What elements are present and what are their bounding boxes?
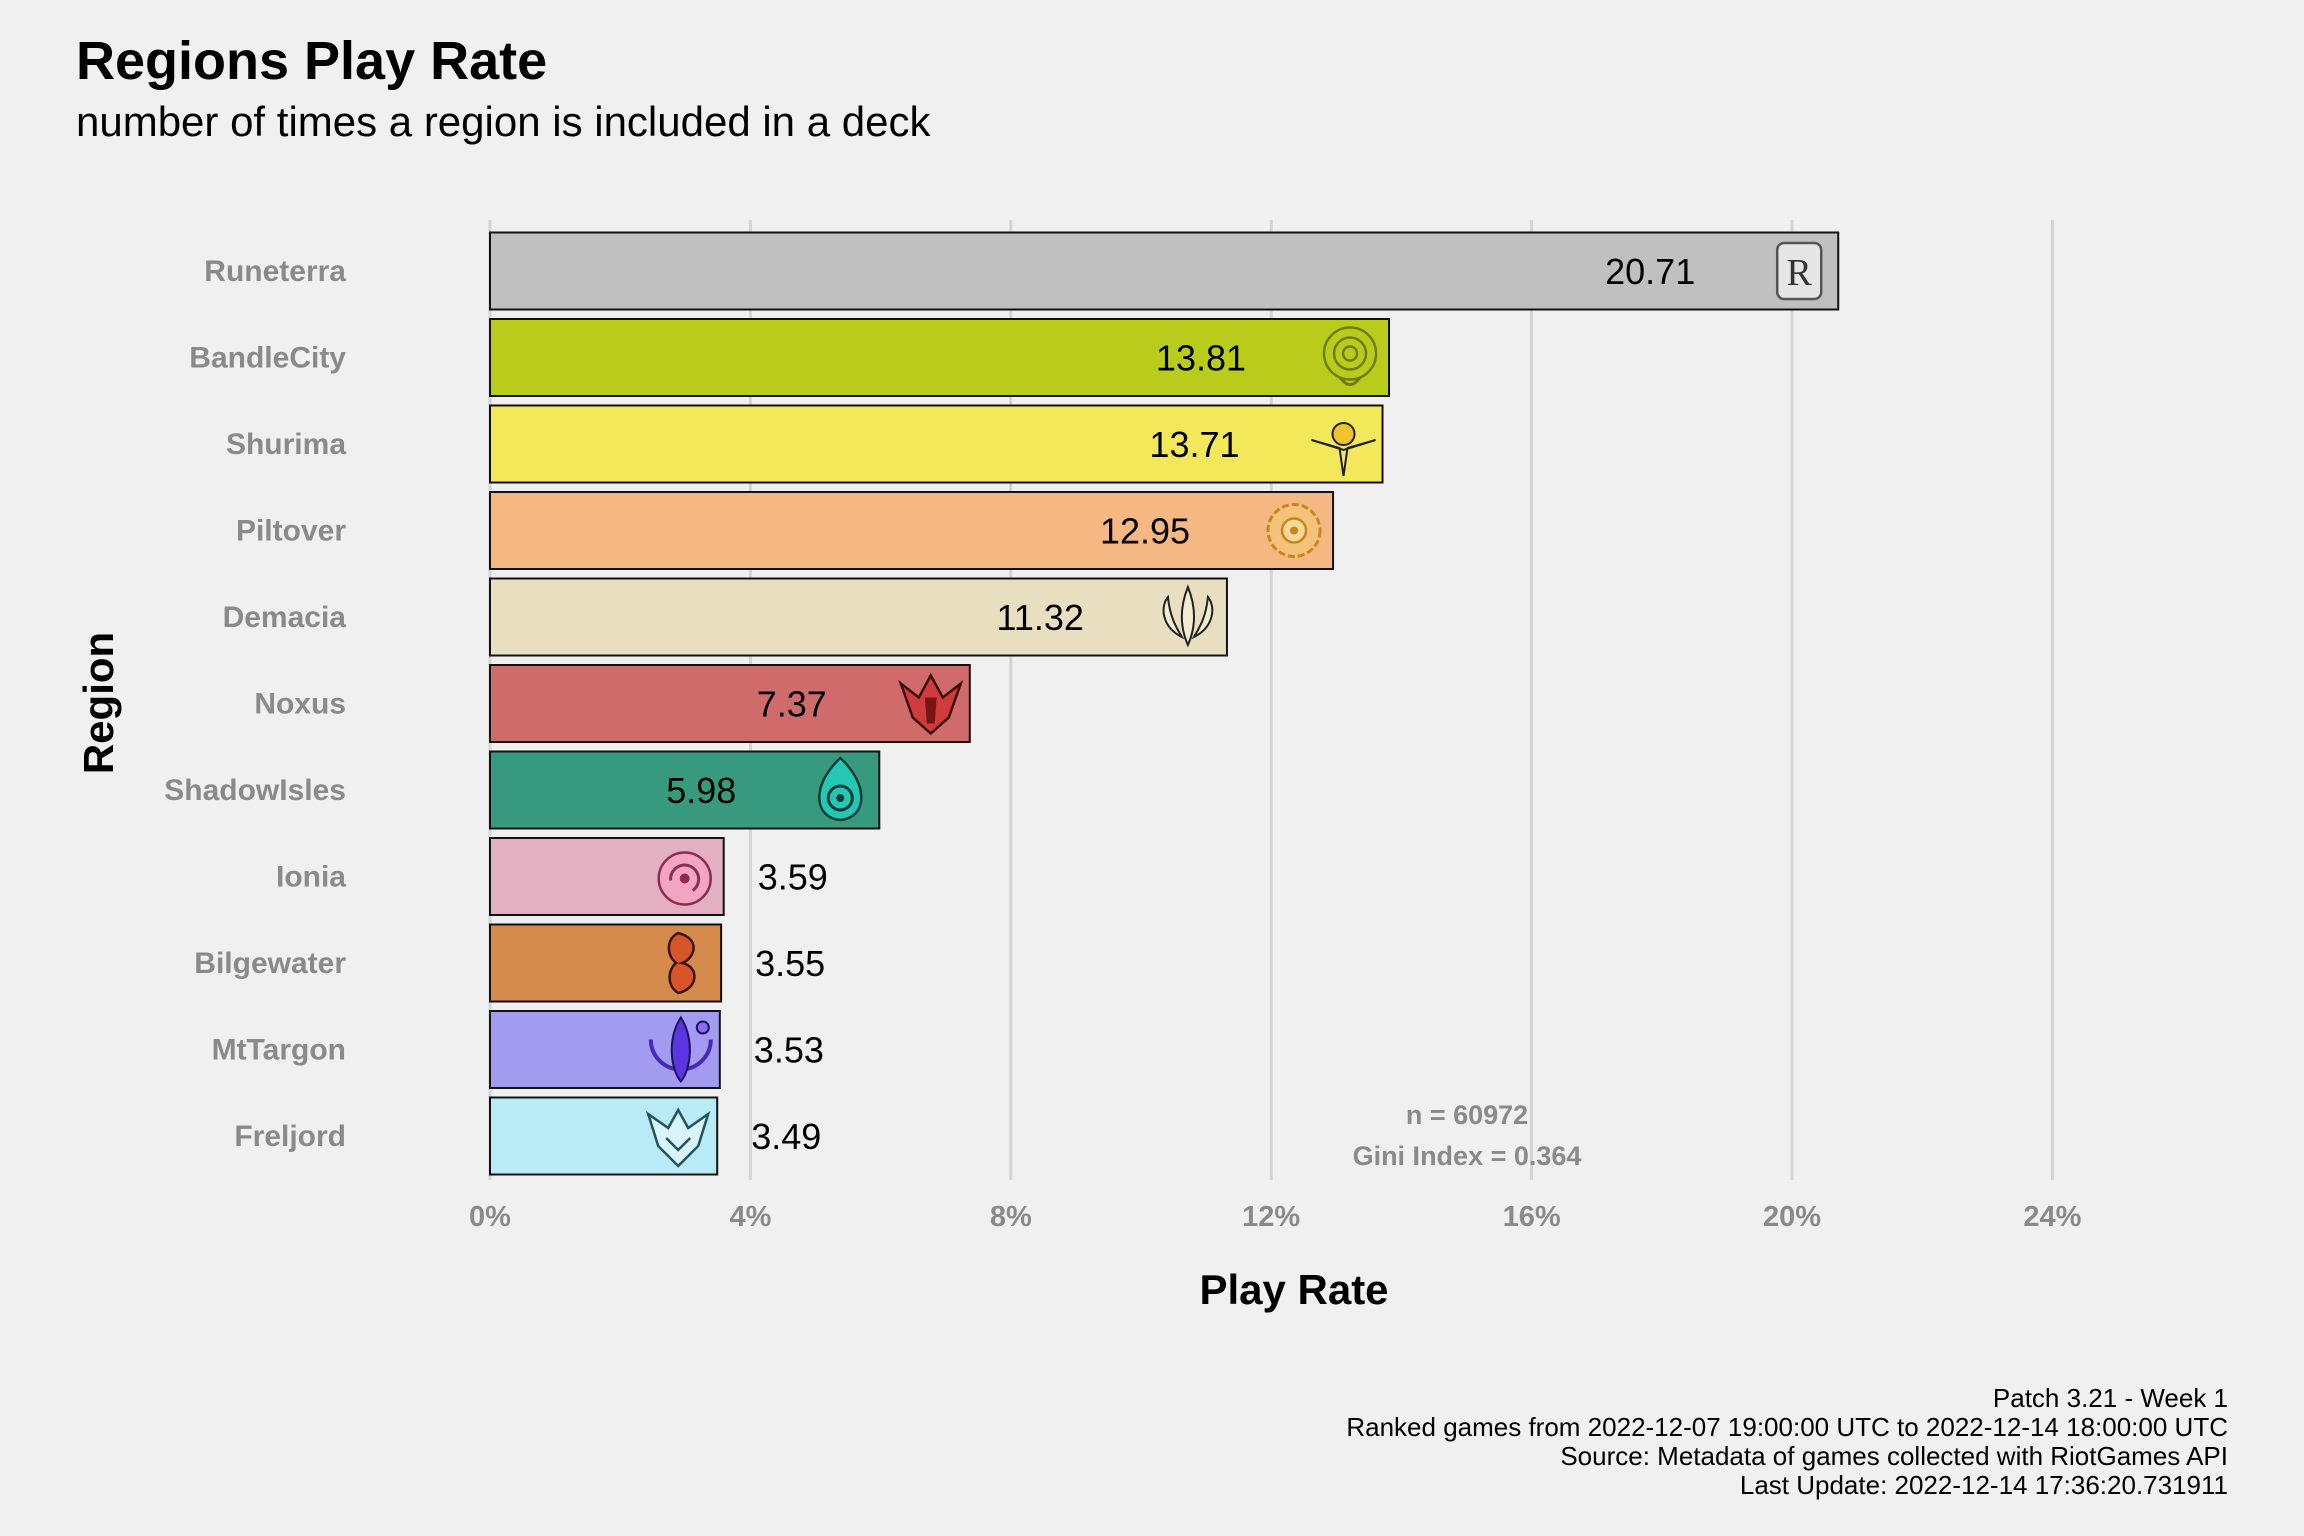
x-tick-label: 16%: [1503, 1201, 1561, 1233]
caption-line: Last Update: 2022-12-14 17:36:20.731911: [1739, 1470, 2228, 1500]
caption-line: Patch 3.21 - Week 1: [1992, 1383, 2228, 1413]
bandlecity-icon: [1322, 326, 1378, 386]
annotation: Gini Index = 0.364: [1353, 1141, 1582, 1171]
caption: Patch 3.21 - Week 1 Ranked games from 20…: [1346, 1384, 2228, 1500]
bar-piltover: [489, 491, 1335, 570]
bar-shadowisles: [489, 750, 881, 830]
bar-noxus: [489, 664, 971, 743]
caption-line: Source: Metadata of games collected with…: [1560, 1441, 2228, 1471]
freljord-icon: [645, 1107, 711, 1168]
shadowisles-icon: [818, 756, 863, 822]
x-tick-label: 20%: [1763, 1201, 1821, 1233]
labels: 0% 4% 8% 12% 16% 20% 24% Runeterra 20.71 BandleCi…: [75, 251, 2082, 1313]
chart-subtitle: number of times a region is included in …: [76, 98, 931, 145]
chart-title: Regions Play Rate: [76, 31, 548, 91]
y-tick-label: MtTargon: [212, 1034, 346, 1067]
y-tick-label: Demacia: [223, 601, 347, 634]
value-label: 3.49: [751, 1116, 821, 1157]
demacia-icon: [1162, 584, 1214, 648]
mttargon-icon: [648, 1015, 713, 1084]
bar-demacia: [489, 577, 1228, 657]
y-tick-label: Runeterra: [204, 255, 346, 288]
x-tick-label: 4%: [729, 1201, 771, 1233]
value-label: 11.32: [997, 597, 1084, 638]
y-tick-label: Bilgewater: [194, 947, 346, 980]
value-label: 5.98: [666, 770, 736, 811]
y-tick-label: Noxus: [254, 688, 346, 721]
y-tick-label: Piltover: [236, 515, 346, 548]
bar-bandlecity: [489, 318, 1391, 397]
value-label: 12.95: [1100, 511, 1190, 552]
caption-line: Ranked games from 2022-12-07 19:00:00 UT…: [1346, 1412, 2228, 1442]
annotation: n = 60972: [1406, 1100, 1528, 1130]
y-tick-label: Freljord: [234, 1120, 346, 1153]
svg-text:R: R: [1787, 252, 1813, 294]
piltover-icon: [1266, 503, 1322, 558]
value-label: 3.53: [754, 1030, 824, 1071]
value-label: 3.59: [758, 857, 828, 898]
bilgewater-icon: [667, 931, 696, 995]
noxus-icon: [898, 672, 964, 736]
value-label: 13.81: [1156, 338, 1246, 379]
bars: R: [489, 231, 1840, 1176]
y-tick-label: Ionia: [276, 861, 346, 894]
bar-shurima: [489, 404, 1384, 484]
y-tick-label: Shurima: [226, 428, 346, 461]
shurima-icon: [1311, 422, 1376, 477]
value-label: 13.71: [1149, 424, 1239, 465]
x-tick-label: 8%: [990, 1201, 1032, 1233]
y-tick-label: ShadowIsles: [164, 774, 346, 807]
x-tick-label: 24%: [2023, 1201, 2081, 1233]
x-axis-title: Play Rate: [1199, 1266, 1388, 1313]
y-tick-label: BandleCity: [189, 342, 346, 375]
runeterra-icon: R: [1775, 241, 1823, 301]
x-tick-label: 12%: [1242, 1201, 1300, 1233]
value-label: 3.55: [755, 943, 825, 984]
value-label: 20.71: [1605, 251, 1695, 292]
ionia-icon: [657, 851, 712, 906]
bar-runeterra: [489, 231, 1840, 311]
y-axis-title: Region: [75, 632, 122, 774]
value-label: 7.37: [757, 684, 827, 725]
x-tick-label: 0%: [469, 1201, 511, 1233]
